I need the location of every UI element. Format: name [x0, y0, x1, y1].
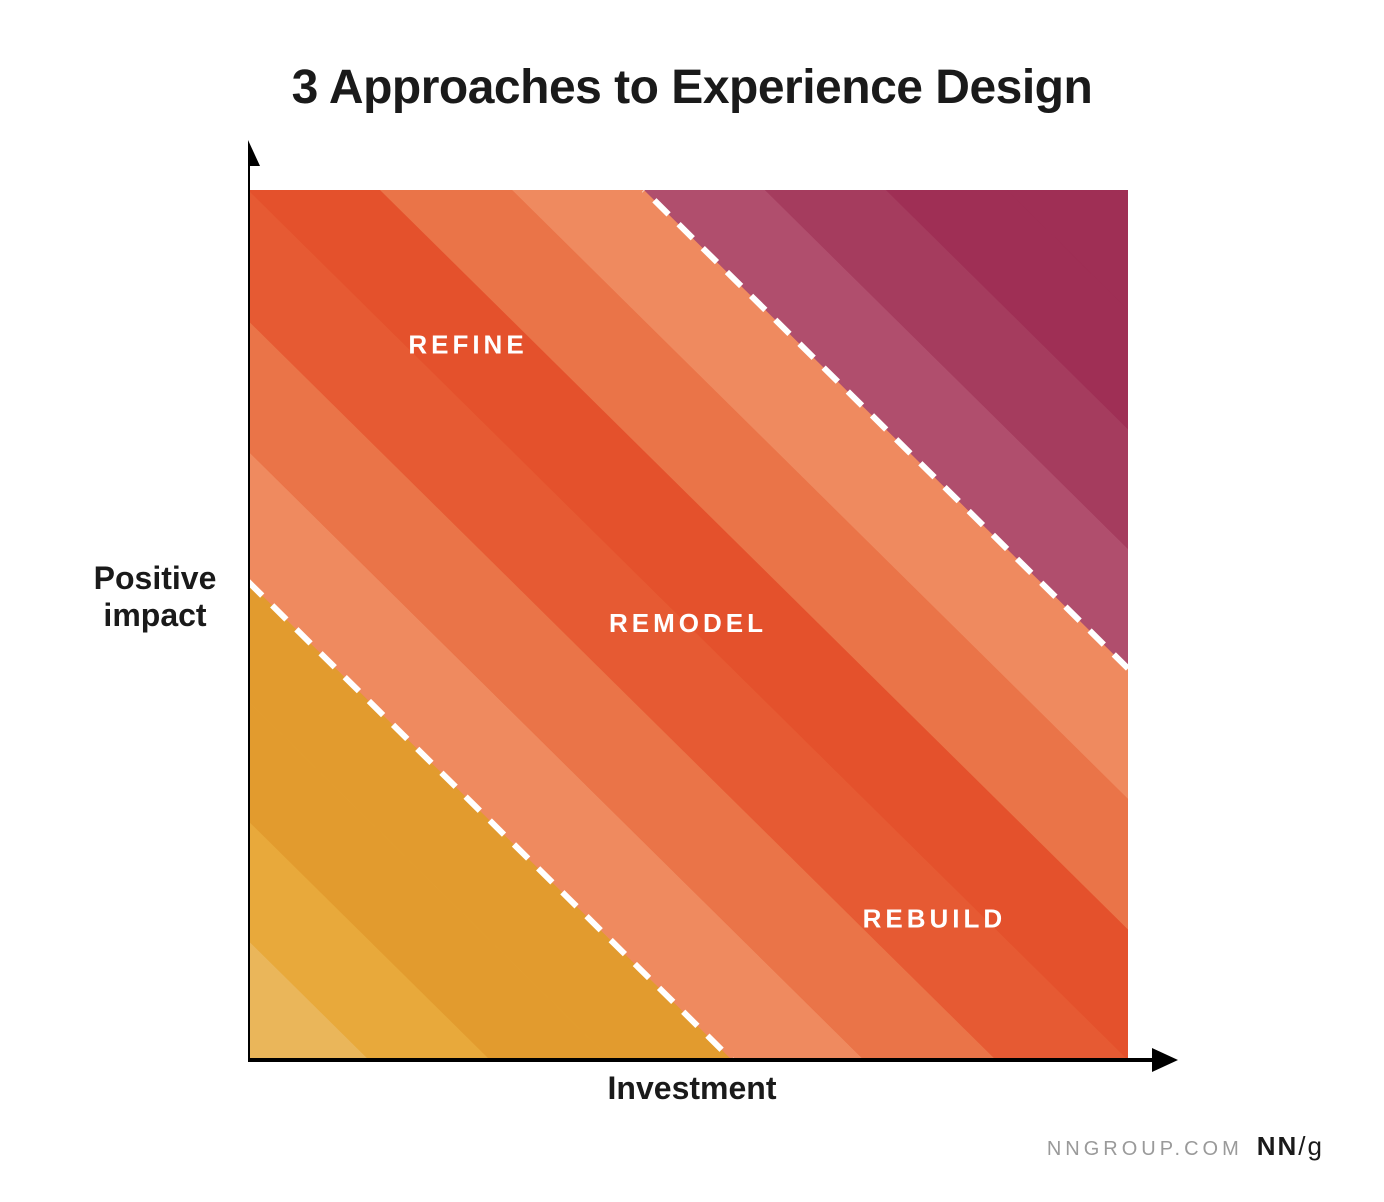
- y-axis-label-line2: impact: [103, 597, 206, 633]
- region-label-rebuild: REBUILD: [863, 904, 1007, 934]
- chart-svg: REFINE REMODEL REBUILD: [248, 140, 1198, 1080]
- nng-logo-slash: /: [1298, 1131, 1307, 1161]
- nng-logo-nn: NN: [1257, 1131, 1299, 1161]
- y-axis-arrow-icon: [248, 140, 260, 166]
- page: 3 Approaches to Experience Design Positi…: [0, 0, 1384, 1202]
- chart: REFINE REMODEL REBUILD: [248, 140, 1198, 1080]
- region-label-remodel: REMODEL: [609, 608, 767, 638]
- chart-title: 3 Approaches to Experience Design: [0, 60, 1384, 115]
- attribution-site: NNGROUP.COM: [1047, 1138, 1243, 1161]
- region-label-refine: REFINE: [408, 329, 527, 359]
- y-axis-label-line1: Positive: [94, 560, 217, 596]
- y-axis-label: Positive impact: [80, 560, 230, 634]
- attribution: NNGROUP.COM NN/g: [1047, 1131, 1324, 1162]
- x-axis-arrow-icon: [1152, 1048, 1178, 1072]
- nng-logo: NN/g: [1257, 1131, 1324, 1162]
- nng-logo-g: g: [1308, 1131, 1324, 1161]
